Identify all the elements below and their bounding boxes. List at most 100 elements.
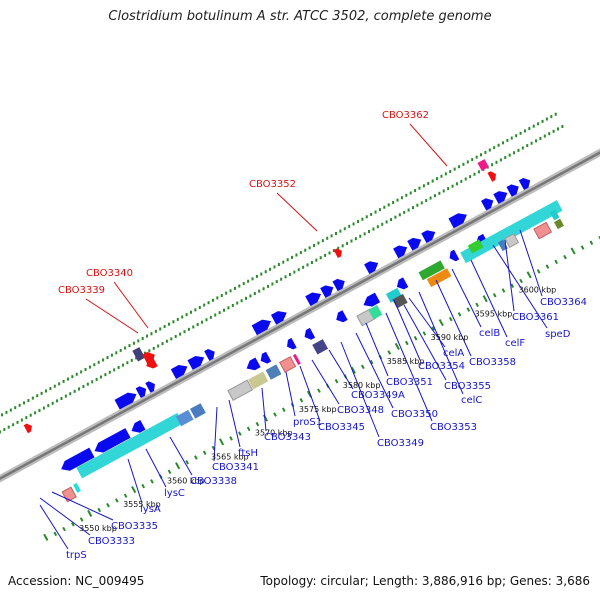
gc-dot [302,265,305,269]
gene-feature [248,371,269,390]
gc-dot [521,146,524,150]
gene-label-blue: CBO3354 [418,361,465,372]
gc-dot [44,389,47,393]
gc-dot [124,346,127,350]
gc-dot [356,220,359,224]
gc-dot [102,358,105,362]
gc-dot [119,348,122,352]
gene-reverse [396,277,409,290]
gc-dot [293,270,296,274]
leader-line [276,192,318,232]
gc-dot [365,215,368,219]
gc-dot [258,289,261,293]
gc-dot [194,308,197,312]
gc-dot [82,385,85,389]
ruler-tick [194,455,198,460]
gene-reverse [449,249,460,262]
gc-dot [543,134,546,138]
gene-red [146,356,158,369]
gc-dot [231,303,234,307]
ruler-tick [106,502,110,508]
gc-dot [517,148,520,152]
ruler-label: 3565 kbp [211,452,249,461]
gc-dot [394,215,397,219]
gc-dot [69,392,72,396]
leader-line [385,312,433,422]
ruler-tick [211,445,216,451]
ruler-tick [202,450,207,455]
gc-dot [449,169,452,173]
gc-dot [62,379,65,383]
gc-dot [159,327,162,331]
gene-feature [497,239,508,252]
gc-dot [280,277,283,281]
gc-dot [552,129,555,133]
gc-dot [390,218,393,222]
ruler-label: 3585 kbp [387,357,425,366]
rrna-feature [73,483,81,493]
gc-dot [260,272,263,276]
gc-dot [209,315,212,319]
ruler-tick [238,431,242,436]
gc-dot [266,284,269,288]
gc-dot [350,239,353,243]
gene-forward [320,285,334,298]
gc-dot [306,263,309,267]
gc-dot [165,339,168,343]
gc-dot [433,194,436,198]
gene-reverse [94,428,131,453]
gene-reverse [287,337,297,350]
gc-dot [383,205,386,209]
gene-features [23,159,564,503]
gc-dot [121,363,124,367]
ruler-label: 3600 kbp [519,285,557,294]
gc-dot [499,158,502,162]
gene-reverse [260,351,272,364]
gc-dot [541,119,544,123]
gc-dot [132,341,135,345]
gene-forward [407,237,422,251]
gc-dot [18,403,21,407]
gc-dot [214,313,217,317]
gene-reverse [336,310,348,323]
gc-dot [183,330,186,334]
gene-label-blue: ftsH [238,448,258,459]
gc-dot [20,418,23,422]
gc-dot [378,208,381,212]
rrna-feature [385,287,403,303]
gene-label-red: CBO3339 [58,285,105,296]
ruler-tick [246,426,251,432]
gc-dot [174,334,177,338]
gc-dot [172,320,175,324]
gc-dot [78,387,81,391]
gc-dot [550,115,553,119]
gene-label-blue: celB [479,328,500,339]
gc-dot [493,146,496,150]
gene-reverse [246,357,261,371]
leader-line [470,259,508,338]
ruler-tick [281,407,286,413]
gene-label-blue: CBO3350 [391,409,438,420]
gc-dot [117,365,120,369]
ruler-label: 3580 kbp [343,381,381,390]
ruler-tick [361,364,365,370]
gc-dot [130,358,133,362]
ruler-label: 3555 kbp [123,500,161,509]
leader-line [365,322,389,377]
gc-dot [451,184,454,188]
gc-dot [471,158,474,162]
gc-dot [561,125,564,129]
gc-dot [95,377,98,381]
leader-line [169,436,193,476]
ruler-tick [492,293,497,298]
gc-dot [179,332,182,336]
label-leader-lines [39,123,548,550]
gc-dot [273,265,276,269]
gc-dot [297,268,300,272]
gc-dot [453,167,456,171]
ruler-tick [43,533,49,541]
gc-skew-dots [0,112,564,434]
gc-dot [198,305,201,309]
gc-dot [477,170,480,174]
